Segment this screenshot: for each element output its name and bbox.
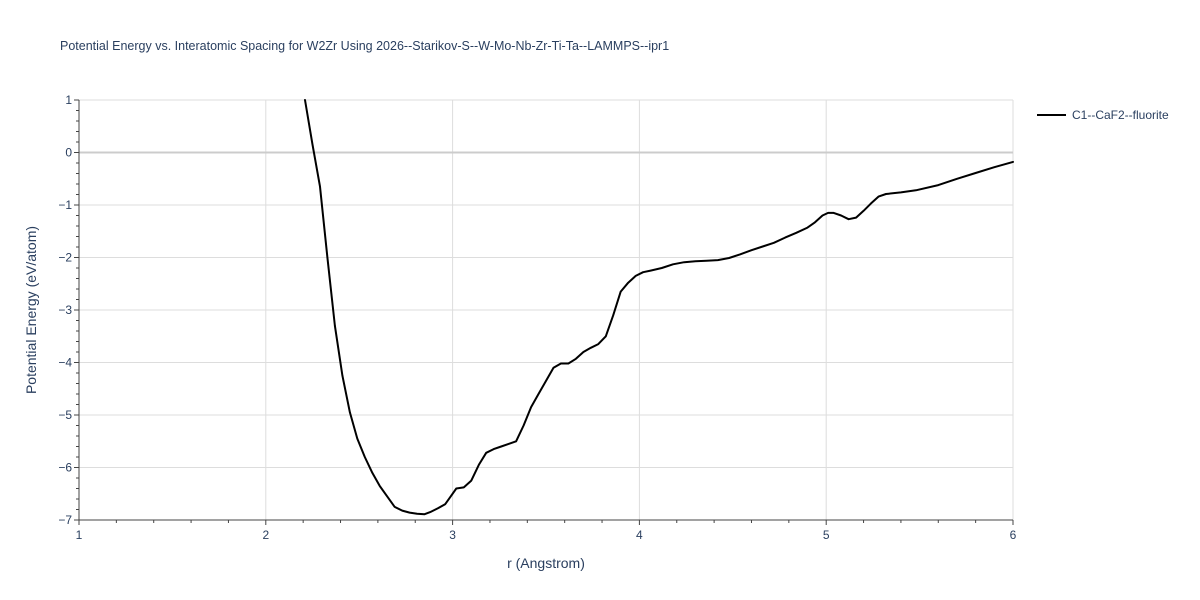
y-tick-label: −2 xyxy=(58,251,72,265)
grid xyxy=(79,99,1014,520)
x-tick-label: 3 xyxy=(449,528,456,542)
legend[interactable]: C1--CaF2--fluorite xyxy=(1037,108,1169,122)
x-axis-title: r (Angstrom) xyxy=(507,555,585,571)
legend-item-label[interactable]: C1--CaF2--fluorite xyxy=(1072,108,1169,122)
y-tick-label: 0 xyxy=(65,146,72,160)
y-tick-label: −4 xyxy=(58,356,72,370)
y-tick-label: −5 xyxy=(58,408,72,422)
axes: 1 2 3 4 5 6 1 0 −1 −2 −3 −4 −5 −6 −7 xyxy=(58,93,1016,542)
y-tick-label: −3 xyxy=(58,303,72,317)
x-tick-label: 5 xyxy=(823,528,830,542)
chart-title: Potential Energy vs. Interatomic Spacing… xyxy=(60,39,669,53)
x-tick-label: 1 xyxy=(76,528,83,542)
x-tick-label: 2 xyxy=(262,528,269,542)
series-line xyxy=(304,99,1014,516)
y-tick-label: −7 xyxy=(58,513,72,527)
y-axis-title: Potential Energy (eV/atom) xyxy=(23,226,39,394)
y-tick-label: −6 xyxy=(58,461,72,475)
x-tick-label: 4 xyxy=(636,528,643,542)
y-tick-label: −1 xyxy=(58,198,72,212)
y-tick-label: 1 xyxy=(65,93,72,107)
plot-area xyxy=(304,99,1014,516)
x-tick-label: 6 xyxy=(1010,528,1017,542)
